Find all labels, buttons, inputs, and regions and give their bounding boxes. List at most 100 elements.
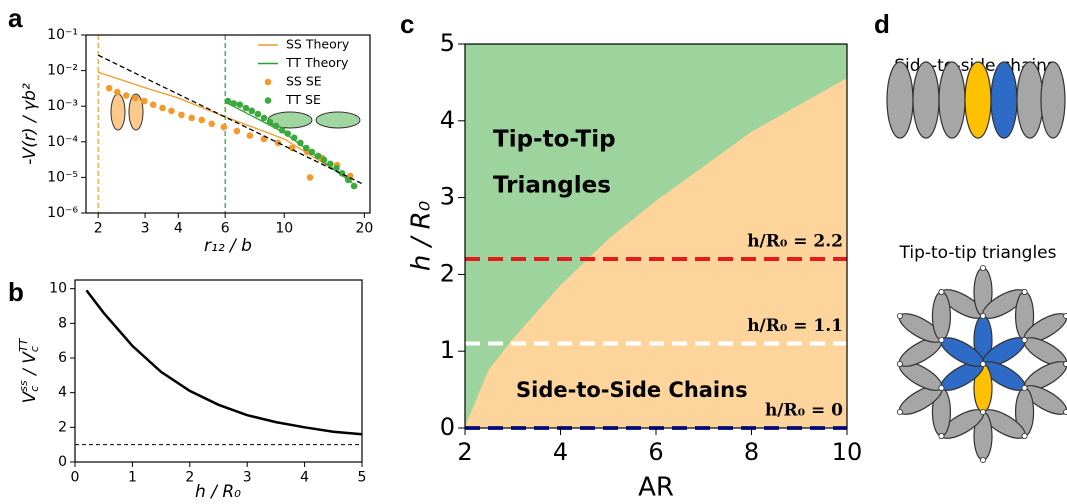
x-tick-label: 8 [744,438,759,466]
data-point [351,183,358,190]
y-tick-label: 10⁻⁴ [47,134,78,150]
data-point [198,117,205,124]
x-tick-label: 1 [128,470,137,486]
panel-letter: d [874,9,890,39]
x-tick-label: 3 [243,470,252,486]
ellipse [1041,62,1065,138]
x-tick-label: 2 [94,221,103,237]
node [980,361,985,366]
legend-marker [265,97,272,104]
line-label: h/R₀ = 1.1 [747,316,843,336]
ellipse [965,62,991,138]
x-tick-label: 6 [648,438,663,466]
data-point [327,161,334,168]
panel-letter: c [400,9,414,39]
x-tick-label: 20 [355,221,373,237]
x-axis-label: AR [638,473,674,503]
y-axis-label: -V(r) / γb² [20,83,40,165]
region-label: Triangles [493,173,611,199]
node [1022,289,1027,294]
x-tick-label: 5 [358,470,367,486]
y-tick-label: 6 [58,350,67,366]
x-axis-label: r₁₂ / b [204,236,252,256]
inset-shape [316,112,360,128]
y-tick-label: 0 [58,454,67,470]
data-point [291,134,298,141]
diagram-title: Tip-to-tip triangles [898,243,1056,263]
data-point [230,100,237,107]
figure: a b c d -V(r) / γb² r₁₂ / b Vcss / VcTT … [0,0,1067,504]
x-tick-label: 2 [185,470,194,486]
y-tick-label: 10⁻⁵ [47,169,78,185]
x-tick-label: 4 [300,470,309,486]
node [1064,409,1067,414]
legend-label: SS SE [286,74,322,89]
data-point [255,111,262,118]
y-axis-label: h / R₀ [407,200,437,271]
node [939,385,944,390]
y-tick-label: 2 [440,259,455,287]
x-tick-label: 4 [553,438,568,466]
panel-letter: b [8,277,24,307]
node [1022,385,1027,390]
data-point [303,145,310,152]
y-tick-label: 10 [49,281,67,297]
region-label: Side-to-Side Chains [516,378,748,402]
x-tick-label: 4 [174,221,183,237]
data-point [178,112,185,119]
node [1064,313,1067,318]
y-tick-label: 10⁻³ [47,98,78,114]
y-tick-label: 2 [58,419,67,435]
y-tick-label: 4 [440,106,455,134]
node [939,337,944,342]
y-tick-label: 10⁻⁶ [47,205,78,221]
data-point [168,108,175,115]
petal [932,292,950,340]
data-point [297,140,304,147]
data-point [247,132,254,139]
y-tick-label: 10⁻² [47,63,78,79]
node [897,409,902,414]
data-point [114,89,121,96]
data-point [123,92,130,99]
data-point [132,95,139,102]
y-tick-label: 1 [440,336,455,364]
x-tick-label: 10 [832,438,863,466]
node [897,313,902,318]
node [939,433,944,438]
label-part: ss [17,380,30,392]
data-point [243,105,250,112]
legend-label: TT Theory [285,55,349,70]
data-point [208,121,215,128]
data-point [159,105,166,112]
node [897,361,902,366]
label-part: / V [20,351,40,381]
node [939,289,944,294]
data-point [237,101,244,108]
ellipse [913,62,939,138]
data-point [141,98,148,105]
data-point [106,85,113,92]
legend-marker [265,79,272,86]
node [980,457,985,462]
line-label: h/R₀ = 0 [765,401,843,421]
y-tick-label: 5 [440,29,455,57]
data-point [267,119,274,126]
y-tick-label: 0 [440,413,455,441]
label-part: TT [17,337,30,352]
data-point [261,115,268,122]
x-tick-label: 10 [275,221,293,237]
node [1022,337,1027,342]
x-tick-label: 6 [221,221,230,237]
ellipse [991,62,1017,138]
node [980,313,985,318]
data-point [248,108,255,115]
ellipse [887,62,913,138]
data-point [321,157,328,164]
data-point [307,174,314,181]
data-point [284,130,291,137]
y-axis-label: Vcss / VcTT [17,337,41,403]
line-label: h/R₀ = 2.2 [747,232,843,252]
y-tick-label: 8 [58,315,67,331]
page: {"chart_data": [ {"type": "scatter", "pa… [0,0,1067,504]
